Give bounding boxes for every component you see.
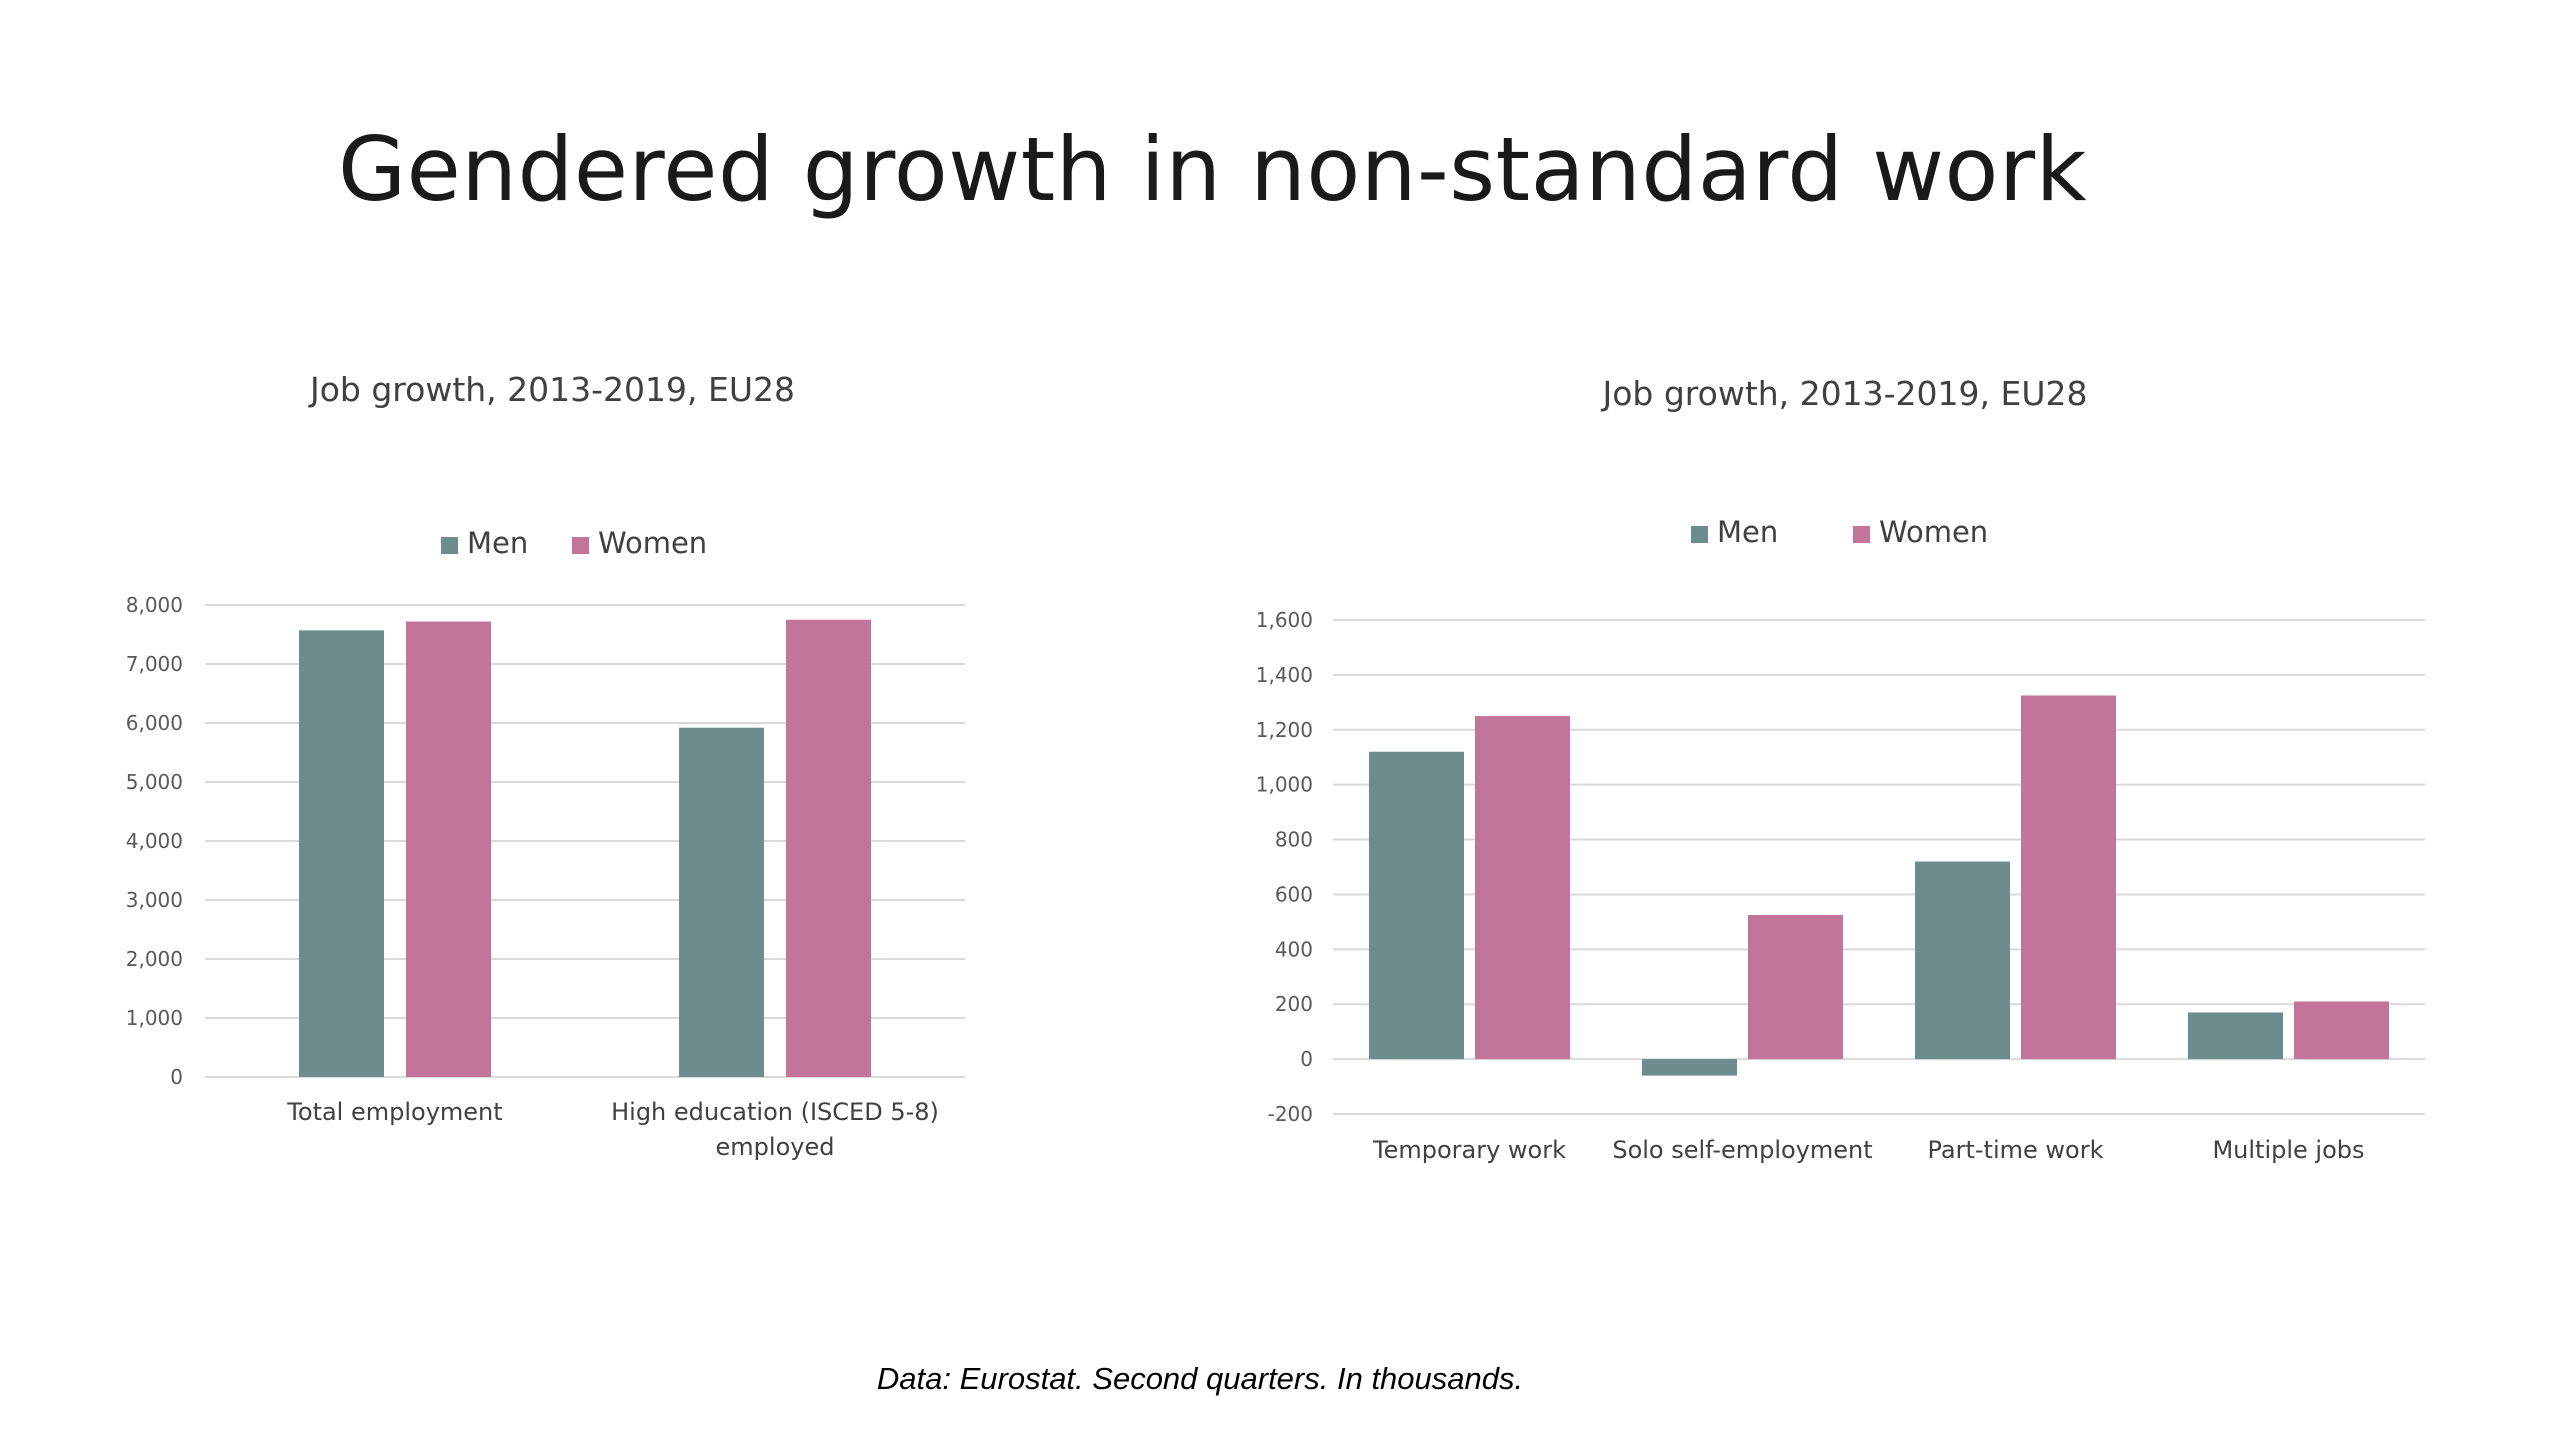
y-tick-label: 1,000 xyxy=(126,1006,183,1030)
category-label: Total employment xyxy=(286,1098,502,1126)
y-tick-label: -200 xyxy=(1268,1102,1313,1126)
y-tick-label: 5,000 xyxy=(126,770,183,794)
category-label: High education (ISCED 5-8) xyxy=(611,1098,939,1126)
y-tick-label: 400 xyxy=(1275,937,1313,961)
right-chart: -200 0 200 400 600 800 1,000 1,200 1,400 1,600 Tem… xyxy=(1256,515,2425,1164)
footnote: Data: Eurostat. Second quarters. In thou… xyxy=(876,1361,1524,1396)
bar-men xyxy=(299,630,384,1077)
legend-label-women: Women xyxy=(598,526,707,560)
bar-men xyxy=(2188,1012,2283,1060)
category-label: Part-time work xyxy=(1928,1136,2104,1164)
bar-women xyxy=(2021,695,2116,1060)
bar-men xyxy=(1642,1059,1737,1076)
y-tick-label: 0 xyxy=(170,1065,183,1089)
y-tick-label: 0 xyxy=(1300,1047,1313,1071)
legend-swatch-men xyxy=(441,537,458,554)
bar-women xyxy=(1748,915,1843,1060)
y-tick-label: 200 xyxy=(1275,992,1313,1016)
legend-label-women: Women xyxy=(1879,515,1988,549)
category-label: Solo self-employment xyxy=(1612,1136,1872,1164)
category-label: employed xyxy=(716,1133,835,1161)
bar-men xyxy=(1369,751,1464,1060)
bar-women xyxy=(786,619,871,1077)
slide-title: Gendered growth in non-standard work xyxy=(337,118,2088,221)
category-label: Temporary work xyxy=(1372,1136,1566,1164)
legend-swatch-women xyxy=(1853,526,1870,543)
right-chart-title: Job growth, 2013-2019, EU28 xyxy=(1602,374,2088,413)
legend-label-men: Men xyxy=(467,526,528,560)
legend-swatch-women xyxy=(572,537,589,554)
y-tick-label: 2,000 xyxy=(126,947,183,971)
y-tick-label: 1,600 xyxy=(1256,608,1313,632)
bar-women xyxy=(2294,1001,2389,1060)
y-tick-label: 1,200 xyxy=(1256,718,1313,742)
bar-women xyxy=(1475,716,1570,1060)
bar-men xyxy=(679,727,764,1077)
y-tick-label: 6,000 xyxy=(126,711,183,735)
category-label: Multiple jobs xyxy=(2212,1136,2364,1164)
y-tick-label: 4,000 xyxy=(126,829,183,853)
bar-women xyxy=(406,621,491,1077)
y-tick-label: 7,000 xyxy=(126,652,183,676)
y-tick-label: 1,400 xyxy=(1256,663,1313,687)
left-chart: 0 1,000 2,000 3,000 4,000 5,000 6,000 7,000 8,00… xyxy=(126,526,965,1161)
bar-men xyxy=(1915,861,2010,1060)
legend-label-men: Men xyxy=(1717,515,1778,549)
y-tick-label: 3,000 xyxy=(126,888,183,912)
y-tick-label: 1,000 xyxy=(1256,773,1313,797)
legend-swatch-men xyxy=(1691,526,1708,543)
left-chart-title: Job growth, 2013-2019, EU28 xyxy=(309,370,795,409)
y-tick-label: 8,000 xyxy=(126,593,183,617)
y-tick-label: 800 xyxy=(1275,828,1313,852)
y-tick-label: 600 xyxy=(1275,882,1313,906)
